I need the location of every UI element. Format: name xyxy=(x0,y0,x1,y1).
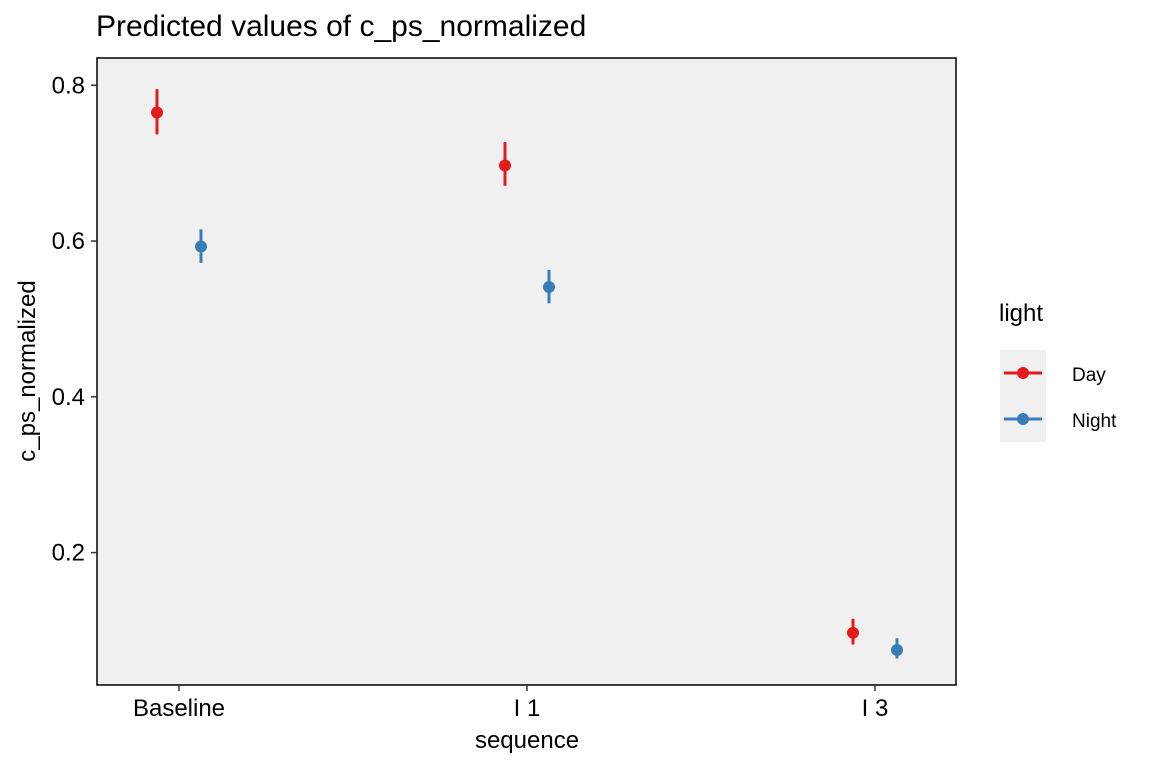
x-axis: Baseline I 1 I 3 xyxy=(133,685,888,722)
x-tick-label: Baseline xyxy=(133,695,225,722)
legend-title: light xyxy=(999,300,1043,327)
x-tick-label: I 3 xyxy=(862,695,889,722)
x-axis-title: sequence xyxy=(475,727,579,754)
y-axis: 0.2 0.4 0.6 0.8 xyxy=(52,72,97,567)
point-day xyxy=(499,159,511,172)
point-day xyxy=(847,626,859,639)
y-tick-label: 0.2 xyxy=(52,540,85,567)
chart-title: Predicted values of c_ps_normalized xyxy=(96,10,586,43)
legend-key-point-day xyxy=(1017,367,1029,379)
y-tick-label: 0.4 xyxy=(52,384,85,411)
plot-panel xyxy=(97,58,956,685)
y-axis-title: c_ps_normalized xyxy=(14,280,41,461)
y-tick-label: 0.8 xyxy=(52,72,85,99)
x-tick-label: I 1 xyxy=(514,695,541,722)
point-night xyxy=(891,643,903,656)
legend-label-day: Day xyxy=(1072,365,1106,386)
legend-key-point-night xyxy=(1017,413,1029,425)
legend-label-night: Night xyxy=(1072,411,1117,432)
point-day xyxy=(151,106,163,119)
y-tick-label: 0.6 xyxy=(52,228,85,255)
point-night xyxy=(543,280,555,293)
point-night xyxy=(195,240,207,253)
legend: light Day Night xyxy=(999,300,1117,442)
data-marks xyxy=(151,89,903,659)
